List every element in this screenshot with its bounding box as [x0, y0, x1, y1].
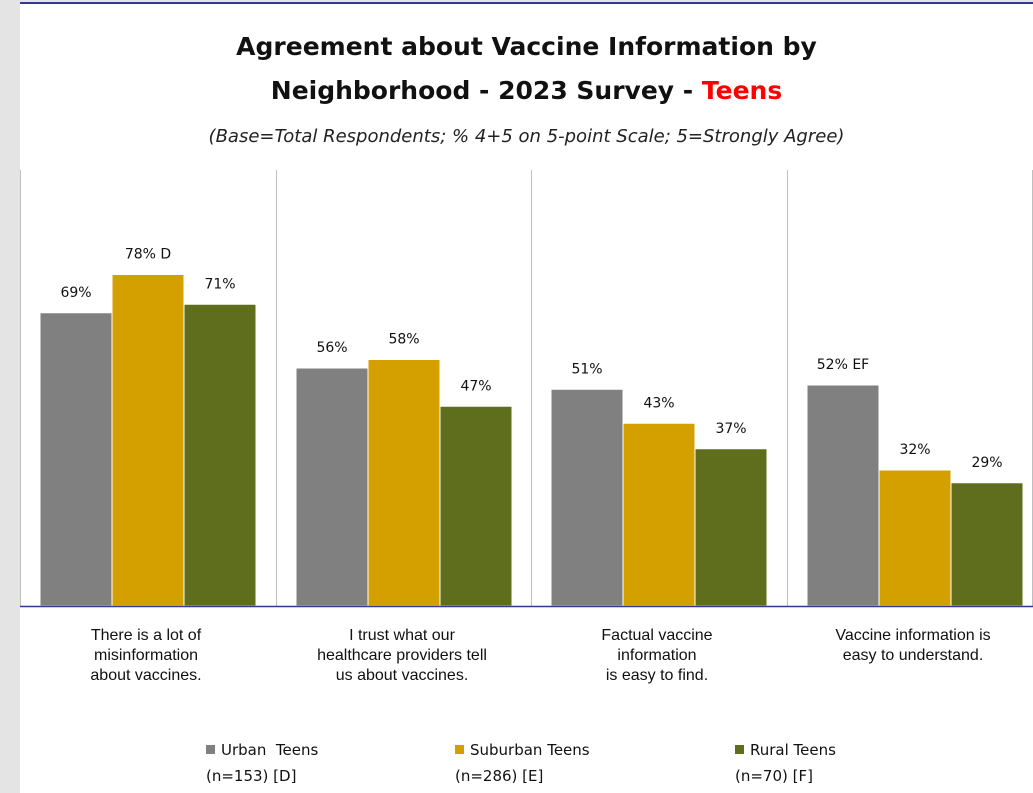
chart-title-line-2: Neighborhood - 2023 Survey - Teens — [20, 76, 1033, 105]
data-label: 78% D — [125, 247, 171, 263]
data-label: 71% — [204, 276, 235, 292]
bar-chart-plot: 69% 78% D 71% 56% 58% 47% 51% 43% 37% 52% EF 32% 29… — [20, 170, 1033, 608]
data-label: 52% EF — [817, 357, 869, 373]
bar-rural-1 — [183, 303, 257, 607]
category-label-line: misinformation — [93, 647, 199, 664]
legend-swatch — [206, 745, 215, 754]
data-label: 47% — [460, 378, 491, 394]
category-label-line: I trust what our — [349, 627, 455, 644]
category-label: I trust what our healthcare providers tel… — [287, 626, 517, 686]
category-label: Factual vaccine information is easy to fin… — [542, 626, 772, 686]
legend-item: Rural Teens (n=70) [F] — [735, 737, 836, 789]
bar-urban-1 — [39, 312, 113, 607]
bar-suburban-2 — [367, 359, 441, 607]
data-label: 37% — [715, 421, 746, 437]
legend-item: Suburban Teens (n=286) [E] — [455, 737, 590, 789]
category-label-line: Factual vaccine — [601, 627, 713, 644]
chart-subtitle: (Base=Total Respondents; % 4+5 on 5-poin… — [208, 126, 845, 147]
data-label: 32% — [899, 442, 930, 458]
category-label-line: Vaccine information is — [835, 627, 991, 644]
category-label-line: easy to understand. — [842, 647, 984, 664]
data-label: 56% — [316, 340, 347, 356]
category-label: There is a lot of misinformation about vac… — [31, 626, 261, 686]
data-label: 69% — [60, 285, 91, 301]
top-border-line — [20, 2, 1033, 4]
data-label: 43% — [643, 395, 674, 411]
chart-title-highlight: Teens — [701, 76, 783, 105]
legend-item: Urban Teens (n=153) [D] — [206, 737, 318, 789]
data-label: 51% — [571, 361, 602, 377]
legend-swatch — [735, 745, 744, 754]
bar-suburban-4 — [878, 469, 952, 607]
category-label: Vaccine information is easy to understand… — [798, 626, 1028, 666]
bar-urban-2 — [295, 367, 369, 607]
bar-rural-3 — [694, 448, 768, 607]
legend-series-name: Rural Teens — [750, 741, 836, 759]
chart-title-line-1: Agreement about Vaccine Information by — [236, 32, 817, 61]
category-label-line: is easy to find. — [605, 667, 709, 684]
category-label-line: healthcare providers tell — [317, 647, 487, 664]
category-label-line: information — [617, 647, 697, 664]
legend-swatch — [455, 745, 464, 754]
legend-sample-size: (n=286) [E] — [455, 767, 544, 785]
bar-rural-4 — [950, 482, 1024, 607]
data-label: 29% — [971, 455, 1002, 471]
category-label-line: about vaccines. — [90, 667, 202, 684]
legend-sample-size: (n=153) [D] — [206, 767, 297, 785]
legend-series-name: Suburban Teens — [470, 741, 590, 759]
bar-suburban-3 — [622, 422, 696, 607]
category-label-line: us about vaccines. — [335, 667, 469, 684]
category-label-line: There is a lot of — [90, 627, 202, 644]
legend-series-name: Urban Teens — [221, 741, 319, 759]
data-label: 58% — [388, 332, 419, 348]
chart-frame: Agreement about Vaccine Information by N… — [20, 2, 1033, 793]
bar-rural-2 — [439, 405, 513, 607]
chart-title-prefix: Neighborhood - 2023 Survey - — [270, 76, 702, 105]
bar-suburban-1 — [111, 274, 185, 607]
bar-urban-3 — [550, 388, 624, 607]
legend-sample-size: (n=70) [F] — [735, 767, 813, 785]
bar-urban-4 — [806, 384, 880, 607]
